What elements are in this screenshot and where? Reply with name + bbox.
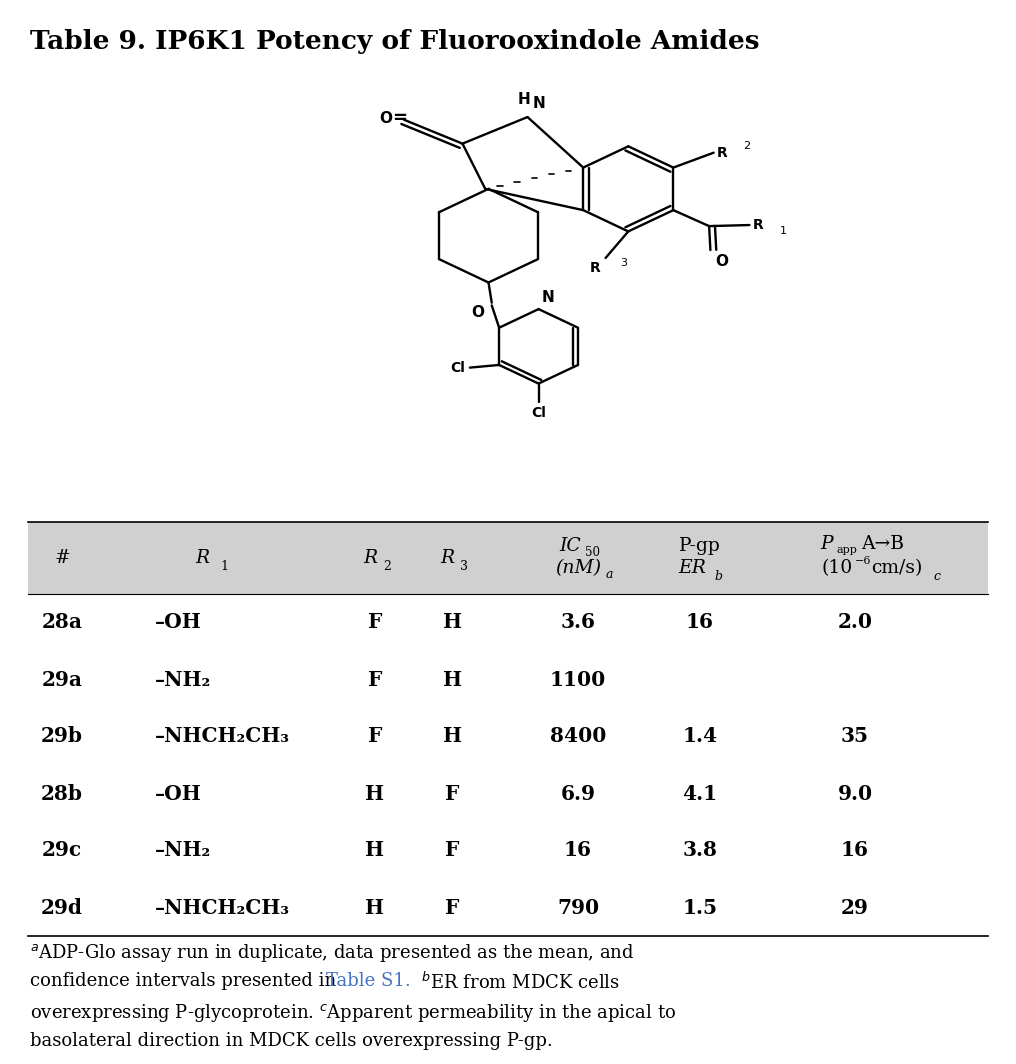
Text: F: F (368, 613, 382, 632)
Text: IC: IC (559, 537, 581, 555)
Text: 3: 3 (460, 560, 468, 572)
Text: –OH: –OH (155, 613, 202, 632)
Text: F: F (445, 841, 459, 861)
Text: a: a (606, 567, 613, 581)
Text: F: F (368, 669, 382, 689)
Text: P: P (821, 535, 833, 553)
Text: –NHCH₂CH₃: –NHCH₂CH₃ (155, 727, 290, 747)
Text: R: R (717, 146, 727, 160)
Text: 1.5: 1.5 (683, 898, 717, 917)
Bar (28, 879, 988, 936)
Text: H: H (518, 93, 530, 107)
Text: 4.1: 4.1 (683, 783, 717, 803)
Text: 3.6: 3.6 (561, 613, 595, 632)
Bar (28, 765, 988, 822)
Text: 1.4: 1.4 (683, 727, 717, 747)
Text: 29d: 29d (41, 898, 83, 917)
Text: R: R (753, 218, 763, 232)
Text: H: H (366, 783, 384, 803)
Text: R: R (440, 549, 454, 567)
Text: 29b: 29b (41, 727, 83, 747)
Text: 16: 16 (841, 841, 869, 861)
Text: 50: 50 (585, 546, 600, 559)
Text: H: H (443, 727, 461, 747)
Text: O: O (715, 254, 728, 269)
Text: 16: 16 (564, 841, 592, 861)
Text: H: H (443, 613, 461, 632)
Text: 8400: 8400 (550, 727, 607, 747)
Text: 790: 790 (557, 898, 599, 917)
Text: 35: 35 (841, 727, 869, 747)
Text: H: H (366, 841, 384, 861)
Text: 29c: 29c (42, 841, 82, 861)
Text: R: R (589, 261, 600, 275)
Bar (28, 594, 988, 651)
Text: O: O (471, 305, 484, 320)
Text: 6.9: 6.9 (561, 783, 595, 803)
Bar (28, 822, 988, 879)
Bar (28, 708, 988, 765)
Text: H: H (443, 669, 461, 689)
Text: cm/s): cm/s) (872, 559, 923, 577)
Text: Cl: Cl (531, 405, 546, 420)
Text: A→B: A→B (862, 535, 904, 553)
Text: app: app (836, 545, 858, 555)
Text: O: O (379, 111, 392, 126)
Text: 28b: 28b (41, 783, 83, 803)
Text: c: c (934, 569, 941, 582)
Text: N: N (532, 96, 546, 111)
Text: 29a: 29a (42, 669, 82, 689)
Text: $^{b}$ER from MDCK cells: $^{b}$ER from MDCK cells (416, 972, 620, 993)
Text: ER: ER (678, 559, 706, 577)
Text: 28a: 28a (42, 613, 82, 632)
Bar (28, 651, 988, 708)
Text: #: # (54, 549, 70, 567)
Text: confidence intervals presented in: confidence intervals presented in (30, 972, 342, 990)
Text: 2: 2 (744, 142, 751, 151)
Text: −6: −6 (854, 556, 872, 566)
Text: N: N (542, 289, 555, 305)
Text: R: R (363, 549, 377, 567)
Bar (28, 522, 988, 594)
Text: F: F (445, 783, 459, 803)
Text: F: F (368, 727, 382, 747)
Text: 16: 16 (686, 613, 714, 632)
Text: (nM): (nM) (555, 559, 601, 577)
Text: –NH₂: –NH₂ (155, 841, 211, 861)
Text: 2.0: 2.0 (837, 613, 873, 632)
Text: 29: 29 (841, 898, 869, 917)
Text: (10: (10 (821, 559, 852, 577)
Text: 3.8: 3.8 (683, 841, 717, 861)
Text: F: F (445, 898, 459, 917)
Bar (28, 522, 988, 936)
Text: basolateral direction in MDCK cells overexpressing P-gp.: basolateral direction in MDCK cells over… (30, 1032, 553, 1050)
Text: Table S1.: Table S1. (326, 972, 410, 990)
Text: –NHCH₂CH₃: –NHCH₂CH₃ (155, 898, 290, 917)
Text: overexpressing P-glycoprotein. $^{c}$Apparent permeability in the apical to: overexpressing P-glycoprotein. $^{c}$App… (30, 1002, 676, 1024)
Text: =: = (392, 110, 407, 127)
Text: b: b (714, 569, 722, 582)
Text: Table 9. IP6K1 Potency of Fluorooxindole Amides: Table 9. IP6K1 Potency of Fluorooxindole… (30, 29, 760, 54)
Text: –OH: –OH (155, 783, 202, 803)
Text: $^{a}$ADP-Glo assay run in duplicate, data presented as the mean, and: $^{a}$ADP-Glo assay run in duplicate, da… (30, 942, 634, 964)
Text: –NH₂: –NH₂ (155, 669, 211, 689)
Text: 1100: 1100 (550, 669, 607, 689)
Text: 1: 1 (779, 227, 786, 236)
Text: R: R (195, 549, 209, 567)
Text: 1: 1 (220, 560, 228, 572)
Text: 2: 2 (383, 560, 391, 572)
Text: H: H (366, 898, 384, 917)
Text: 3: 3 (620, 259, 627, 268)
Text: 9.0: 9.0 (837, 783, 873, 803)
Text: Cl: Cl (450, 361, 465, 375)
Text: P-gp: P-gp (679, 537, 721, 555)
